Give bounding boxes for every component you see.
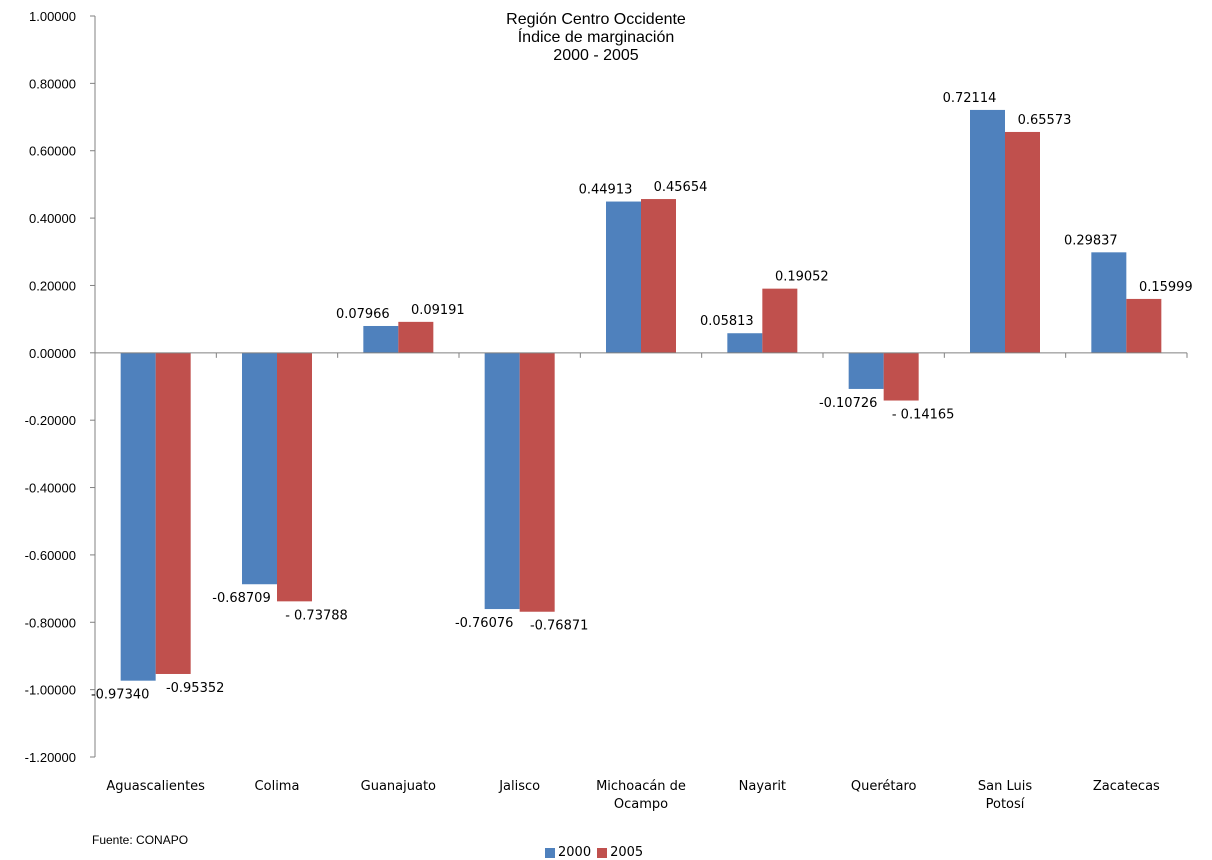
- legend-item-2005: 2005: [597, 845, 643, 860]
- x-category-label: Nayarit: [739, 779, 786, 794]
- data-label-2000: 0.29837: [1064, 233, 1118, 248]
- y-tick-label: 0.20000: [29, 278, 76, 293]
- data-label-2005: 0.15999: [1139, 280, 1193, 295]
- x-axis: Aguascalientes Colima Guanajuato Jalisco Mic…: [94, 352, 1188, 812]
- x-category-label: Aguascalientes: [106, 779, 205, 794]
- chart-legend: 2000 2005: [545, 845, 649, 860]
- bar-2005: [1126, 298, 1162, 353]
- legend-label-2005: 2005: [610, 845, 644, 860]
- bars: [120, 109, 1162, 681]
- legend-swatch-2000: [545, 847, 555, 858]
- bar-2000: [727, 333, 763, 353]
- y-axis: 1.00000 0.80000 0.60000 0.40000 0.20000 0.000…: [25, 9, 96, 765]
- y-tick-label: -0.60000: [25, 548, 76, 563]
- y-tick-label: 0.00000: [29, 346, 76, 361]
- y-tick-label: 1.00000: [29, 9, 76, 24]
- data-label-2000: 0.44913: [579, 183, 633, 198]
- y-tick-label: 0.60000: [29, 144, 76, 159]
- bar-2005: [519, 352, 555, 612]
- bar-2000: [242, 352, 277, 585]
- bar-2005: [641, 199, 676, 353]
- bar-2005: [1005, 131, 1040, 353]
- data-label-2005: 0.45654: [654, 180, 708, 195]
- data-label-2000: 0.07966: [336, 307, 390, 322]
- x-category-label: Zacatecas: [1093, 779, 1160, 794]
- data-label-2000: 0.72114: [943, 91, 997, 106]
- y-tick-label: 0.80000: [29, 76, 76, 91]
- data-label-2000: -0.76076: [455, 616, 513, 631]
- legend-item-2000: 2000: [545, 845, 591, 860]
- bar-2005: [277, 352, 312, 602]
- bar-2005: [398, 321, 434, 353]
- bar-2005: [762, 288, 798, 353]
- y-tick-label: -0.40000: [25, 481, 76, 496]
- data-label-2005: -0.76871: [530, 619, 588, 634]
- bar-2005: [155, 352, 191, 674]
- chart-title-line: 2000 - 2005: [553, 47, 639, 64]
- data-label-2000: -0.68709: [212, 591, 270, 606]
- bar-2000: [606, 201, 641, 353]
- y-tick-label: -0.20000: [25, 413, 76, 428]
- data-label-2005: 0.65573: [1018, 113, 1072, 128]
- x-category-label: Colima: [255, 779, 300, 794]
- bar-2000: [363, 325, 399, 353]
- x-category-label: Michoacán de Ocampo: [596, 779, 686, 812]
- data-label-2005: -0.95352: [166, 681, 224, 696]
- y-tick-label: -1.00000: [25, 683, 76, 698]
- x-category-label: Jalisco: [498, 779, 540, 794]
- data-label-2000: -0.97340: [91, 688, 149, 703]
- bar-2000: [120, 352, 156, 681]
- x-category-label: Guanajuato: [361, 779, 436, 794]
- data-label-2000: 0.05813: [700, 314, 754, 329]
- chart-title-line: Región Centro Occidente: [506, 11, 686, 28]
- legend-label-2000: 2000: [558, 845, 592, 860]
- y-tick-label: -1.20000: [25, 750, 76, 765]
- legend-swatch-2005: [597, 847, 608, 858]
- data-label-2005: - 0.14165: [892, 408, 955, 423]
- data-label-2000: -0.10726: [819, 396, 877, 411]
- bar-2000: [484, 352, 520, 610]
- data-label-2005: 0.09191: [411, 303, 465, 318]
- source-note: Fuente: CONAPO: [92, 833, 189, 847]
- data-label-2005: 0.19052: [775, 270, 829, 285]
- x-category-label: San Luis Potosí: [978, 779, 1032, 812]
- bar-2000: [848, 352, 884, 389]
- bar-2000: [1091, 252, 1127, 353]
- data-label-2005: - 0.73788: [285, 608, 348, 623]
- x-category-label: Querétaro: [851, 779, 917, 794]
- y-tick-label: 0.40000: [29, 211, 76, 226]
- chart-title-line: Índice de marginación: [518, 27, 675, 46]
- y-tick-label: -0.80000: [25, 615, 76, 630]
- bar-2000: [970, 109, 1005, 353]
- data-labels: -0.97340 -0.95352 -0.68709 - 0.73788 0.07966…: [91, 91, 1193, 703]
- bar-2005: [883, 352, 919, 401]
